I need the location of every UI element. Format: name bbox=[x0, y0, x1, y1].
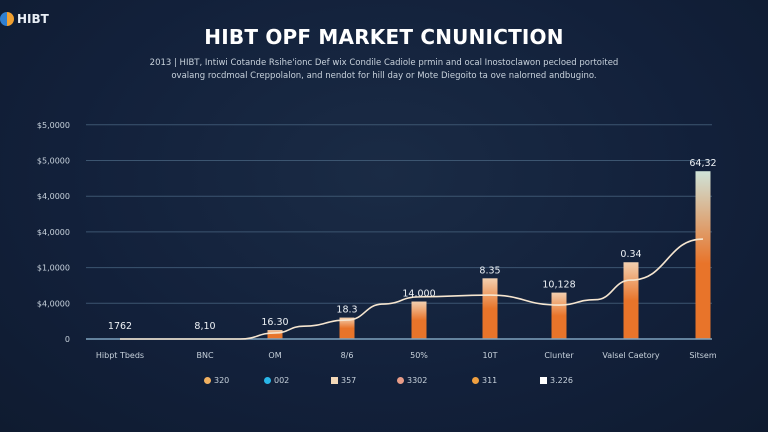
y-tick-label: $4,0000 bbox=[37, 192, 70, 201]
bar bbox=[551, 292, 567, 339]
legend-label: 320 bbox=[214, 376, 230, 385]
data-label: 14.000 bbox=[402, 289, 435, 300]
legend-marker-icon bbox=[540, 377, 547, 384]
x-tick-label: OM bbox=[268, 351, 281, 360]
subtitle-line: ovalang rocdmoal Creppolalon, and nendot… bbox=[171, 71, 597, 81]
bar bbox=[339, 317, 355, 339]
chart-subtitle: 2013 | HIBT, Intiwi Cotande Rsihe'ionc D… bbox=[110, 57, 658, 83]
y-tick-label: $5,0000 bbox=[37, 121, 70, 130]
legend-marker-icon bbox=[472, 377, 479, 384]
data-label: 10,128 bbox=[542, 280, 575, 291]
legend-label: 357 bbox=[341, 376, 357, 385]
legend-item: 320 bbox=[204, 376, 229, 385]
y-tick-label: 0 bbox=[65, 335, 70, 344]
subtitle-line: 2013 | HIBT, Intiwi Cotande Rsihe'ionc D… bbox=[149, 58, 619, 68]
legend-marker-icon bbox=[204, 377, 211, 384]
x-tick-label: 8/6 bbox=[341, 351, 354, 360]
legend-label: 3.226 bbox=[550, 376, 573, 385]
logo: HIBT bbox=[0, 12, 49, 26]
data-label: 64,32 bbox=[689, 158, 716, 169]
x-tick-label: Valsel Caetory bbox=[602, 351, 660, 360]
data-label: 0.34 bbox=[620, 249, 641, 260]
logo-icon bbox=[0, 12, 14, 26]
legend-item: 002 bbox=[264, 376, 289, 385]
legend-item: 357 bbox=[331, 376, 356, 385]
x-tick-label: 50% bbox=[410, 351, 428, 360]
bar bbox=[482, 278, 498, 339]
data-label: 8,10 bbox=[194, 321, 215, 332]
x-tick-label: BNC bbox=[196, 351, 213, 360]
legend-item: 3.226 bbox=[540, 376, 573, 385]
legend-marker-icon bbox=[264, 377, 271, 384]
data-label: 16.30 bbox=[261, 317, 288, 328]
data-label: 8.35 bbox=[479, 265, 500, 276]
legend-item: 311 bbox=[472, 376, 497, 385]
legend-label: 002 bbox=[274, 376, 290, 385]
y-tick-label: $1,0000 bbox=[37, 264, 70, 273]
x-tick-label: 10T bbox=[482, 351, 497, 360]
chart-title: HIBT OPF MARKET CNUNICTION bbox=[204, 25, 564, 49]
legend-item: 3302 bbox=[397, 376, 427, 385]
legend-label: 311 bbox=[482, 376, 498, 385]
bar bbox=[623, 262, 639, 339]
legend-marker-icon bbox=[397, 377, 404, 384]
y-tick-label: $4,0000 bbox=[37, 228, 70, 237]
logo-text: HIBT bbox=[17, 12, 49, 26]
trend-line bbox=[120, 238, 704, 340]
data-label: 18.3 bbox=[336, 305, 357, 316]
legend: 320 002 357 3302 311 3.226 bbox=[0, 376, 768, 390]
bar bbox=[695, 171, 711, 339]
legend-label: 3302 bbox=[407, 376, 428, 385]
x-tick-label: Hibpt Tbeds bbox=[96, 351, 144, 360]
bar bbox=[267, 330, 283, 339]
x-tick-label: Sitsem bbox=[689, 351, 717, 360]
data-label: 1762 bbox=[108, 321, 132, 332]
y-tick-label: $5,0000 bbox=[37, 157, 70, 166]
y-tick-label: $4,0000 bbox=[37, 299, 70, 308]
legend-marker-icon bbox=[331, 377, 338, 384]
x-tick-label: Clunter bbox=[544, 351, 574, 360]
bar bbox=[411, 301, 427, 339]
